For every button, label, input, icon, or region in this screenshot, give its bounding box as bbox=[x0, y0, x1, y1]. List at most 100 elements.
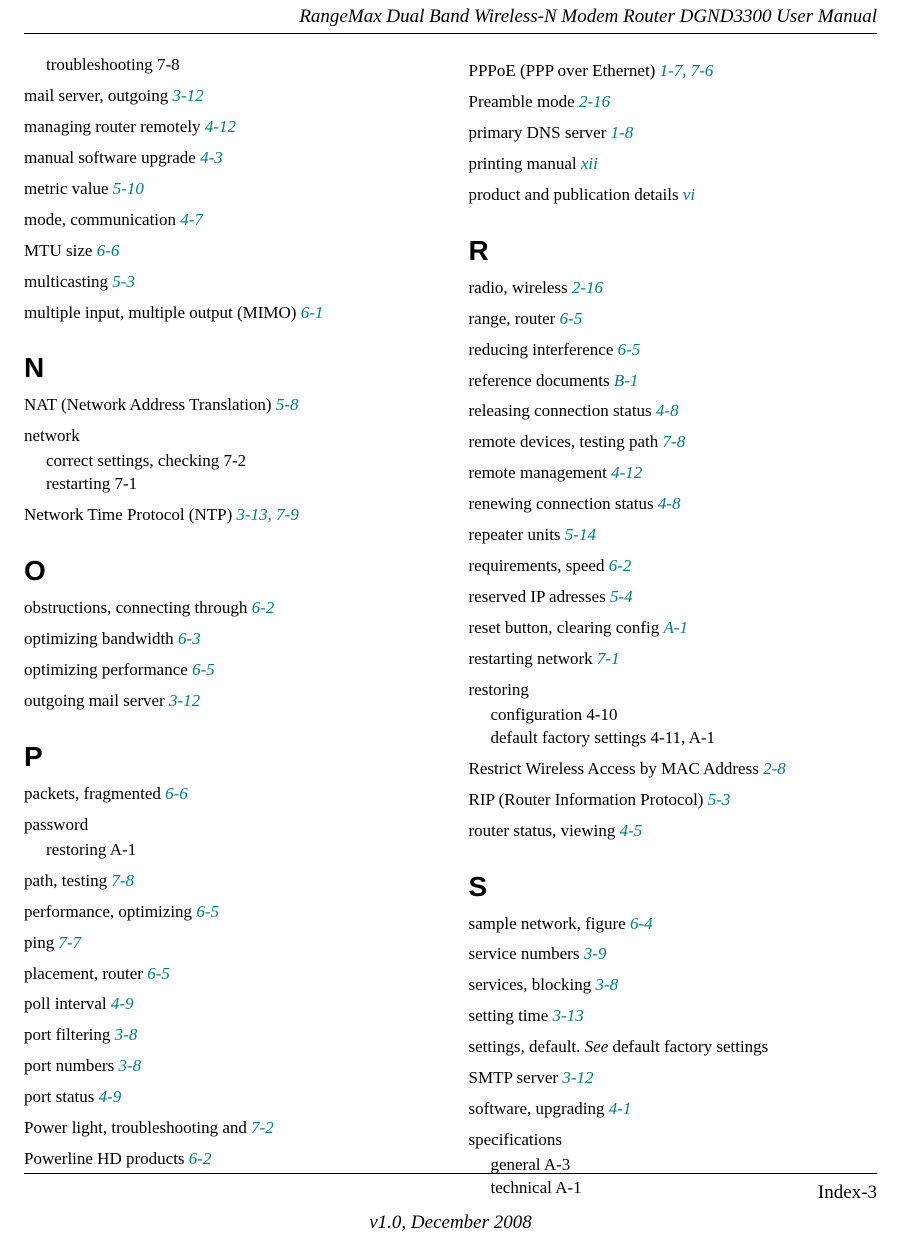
index-page-ref[interactable]: vi bbox=[683, 185, 695, 204]
index-entry: path, testing 7-8 bbox=[24, 870, 433, 893]
index-page-ref[interactable]: A-1 bbox=[110, 840, 136, 859]
index-page-ref[interactable]: A-1 bbox=[555, 1178, 581, 1197]
index-page-ref[interactable]: 4-7 bbox=[180, 210, 203, 229]
index-page-ref[interactable]: 6-5 bbox=[618, 340, 641, 359]
index-entry: MTU size 6-6 bbox=[24, 240, 433, 263]
index-term: router status, viewing bbox=[469, 821, 620, 840]
index-page-ref[interactable]: 5-10 bbox=[113, 179, 144, 198]
index-page-ref[interactable]: 7-8 bbox=[663, 432, 686, 451]
index-page-ref[interactable]: 3-12 bbox=[562, 1068, 593, 1087]
index-term: correct settings, checking bbox=[46, 451, 224, 470]
index-column-right: PPPoE (PPP over Ethernet) 1-7, 7-6Preamb… bbox=[469, 60, 878, 1208]
index-page-ref[interactable]: 6-1 bbox=[301, 303, 324, 322]
index-page-ref[interactable]: 3-12 bbox=[169, 691, 200, 710]
index-page-ref[interactable]: 6-5 bbox=[560, 309, 583, 328]
index-entry: packets, fragmented 6-6 bbox=[24, 783, 433, 806]
index-term: Power light, troubleshooting and bbox=[24, 1118, 251, 1137]
index-page-ref[interactable]: 6-3 bbox=[178, 629, 201, 648]
index-page-ref[interactable]: 2-8 bbox=[763, 759, 786, 778]
index-term: multiple input, multiple output (MIMO) bbox=[24, 303, 301, 322]
index-entry: remote management 4-12 bbox=[469, 462, 878, 485]
index-page-ref[interactable]: 4-9 bbox=[99, 1087, 122, 1106]
index-entry: restoring bbox=[469, 679, 878, 702]
index-page-ref[interactable]: 1-8 bbox=[611, 123, 634, 142]
index-page-ref[interactable]: 6-2 bbox=[609, 556, 632, 575]
index-term: default factory settings bbox=[491, 728, 651, 747]
index-page-ref[interactable]: 5-8 bbox=[276, 395, 299, 414]
index-term: reserved IP adresses bbox=[469, 587, 610, 606]
index-page-ref[interactable]: 3-8 bbox=[118, 1056, 141, 1075]
index-page-ref[interactable]: 2-16 bbox=[572, 278, 603, 297]
index-page-ref[interactable]: B-1 bbox=[614, 371, 639, 390]
index-term: primary DNS server bbox=[469, 123, 611, 142]
index-page-ref[interactable]: 6-5 bbox=[147, 964, 170, 983]
index-page-ref[interactable]: 3-8 bbox=[596, 975, 619, 994]
index-page-ref[interactable]: 7-8 bbox=[157, 55, 180, 74]
index-page-ref[interactable]: 5-3 bbox=[112, 272, 135, 291]
index-page-ref[interactable]: 3-13, 7-9 bbox=[237, 505, 299, 524]
index-term: manual software upgrade bbox=[24, 148, 200, 167]
index-entry: product and publication details vi bbox=[469, 184, 878, 207]
index-entry: requirements, speed 6-2 bbox=[469, 555, 878, 578]
index-page-ref[interactable]: 7-1 bbox=[114, 474, 137, 493]
index-page-ref[interactable]: 6-2 bbox=[189, 1149, 212, 1168]
index-page-ref[interactable]: 6-5 bbox=[196, 902, 219, 921]
index-term: SMTP server bbox=[469, 1068, 563, 1087]
index-page-ref[interactable]: 7-2 bbox=[224, 451, 247, 470]
index-page-ref[interactable]: 5-4 bbox=[610, 587, 633, 606]
index-entry: Network Time Protocol (NTP) 3-13, 7-9 bbox=[24, 504, 433, 527]
index-term: multicasting bbox=[24, 272, 112, 291]
index-term: configuration bbox=[491, 705, 587, 724]
index-term: reducing interference bbox=[469, 340, 618, 359]
index-term: setting time bbox=[469, 1006, 553, 1025]
index-page-ref[interactable]: 6-5 bbox=[192, 660, 215, 679]
index-page-ref[interactable]: A-3 bbox=[544, 1155, 570, 1174]
index-page-ref[interactable]: 7-2 bbox=[251, 1118, 274, 1137]
index-page-ref[interactable]: 6-2 bbox=[252, 598, 275, 617]
index-term: restoring bbox=[469, 680, 529, 699]
index-term: printing manual bbox=[469, 154, 581, 173]
index-term: Restrict Wireless Access by MAC Address bbox=[469, 759, 764, 778]
index-term: service numbers bbox=[469, 944, 584, 963]
index-entry: Powerline HD products 6-2 bbox=[24, 1148, 433, 1171]
index-page-ref[interactable]: 2-16 bbox=[579, 92, 610, 111]
index-page-ref[interactable]: 4-9 bbox=[111, 994, 134, 1013]
index-term: RIP (Router Information Protocol) bbox=[469, 790, 708, 809]
index-page-ref[interactable]: 6-6 bbox=[165, 784, 188, 803]
index-page-ref[interactable]: 3-12 bbox=[173, 86, 204, 105]
index-page-ref[interactable]: 4-12 bbox=[205, 117, 236, 136]
index-page-ref[interactable]: 4-1 bbox=[609, 1099, 632, 1118]
index-page-ref[interactable]: 7-7 bbox=[58, 933, 81, 952]
index-page-ref[interactable]: 7-8 bbox=[111, 871, 134, 890]
index-page-ref[interactable]: 3-13 bbox=[553, 1006, 584, 1025]
index-page-ref[interactable]: 5-3 bbox=[708, 790, 731, 809]
index-page-ref[interactable]: 3-9 bbox=[584, 944, 607, 963]
index-page-ref[interactable]: A-1 bbox=[663, 618, 688, 637]
index-page-ref[interactable]: 6-4 bbox=[630, 914, 653, 933]
index-page-ref[interactable]: 4-8 bbox=[656, 401, 679, 420]
index-term: specifications bbox=[469, 1130, 562, 1149]
index-entry: port numbers 3-8 bbox=[24, 1055, 433, 1078]
index-term: troubleshooting bbox=[46, 55, 157, 74]
index-page-ref[interactable]: 1-7, 7-6 bbox=[660, 61, 714, 80]
index-page-ref[interactable]: 3-8 bbox=[115, 1025, 138, 1044]
index-page-ref[interactable]: 4-10 bbox=[586, 705, 617, 724]
index-entry: placement, router 6-5 bbox=[24, 963, 433, 986]
index-page-ref[interactable]: 5-14 bbox=[565, 525, 596, 544]
index-page-ref[interactable]: xii bbox=[581, 154, 598, 173]
index-entry: primary DNS server 1-8 bbox=[469, 122, 878, 145]
index-page-ref[interactable]: 4-8 bbox=[658, 494, 681, 513]
page-number: Index-3 bbox=[818, 1182, 877, 1204]
index-page-ref[interactable]: 4-3 bbox=[200, 148, 223, 167]
index-entry: PPPoE (PPP over Ethernet) 1-7, 7-6 bbox=[469, 60, 878, 83]
index-subentry-group: configuration 4-10 default factory settin… bbox=[491, 704, 878, 750]
index-page-ref[interactable]: 6-6 bbox=[97, 241, 120, 260]
header-rule bbox=[24, 33, 877, 34]
index-page-ref[interactable]: 4-11, A-1 bbox=[651, 728, 716, 747]
index-page-ref[interactable]: 7-1 bbox=[597, 649, 620, 668]
index-page-ref[interactable]: 4-5 bbox=[620, 821, 643, 840]
index-term: general bbox=[491, 1155, 544, 1174]
index-section-letter: R bbox=[469, 235, 878, 267]
index-page-ref[interactable]: 4-12 bbox=[611, 463, 642, 482]
index-entry: manual software upgrade 4-3 bbox=[24, 147, 433, 170]
